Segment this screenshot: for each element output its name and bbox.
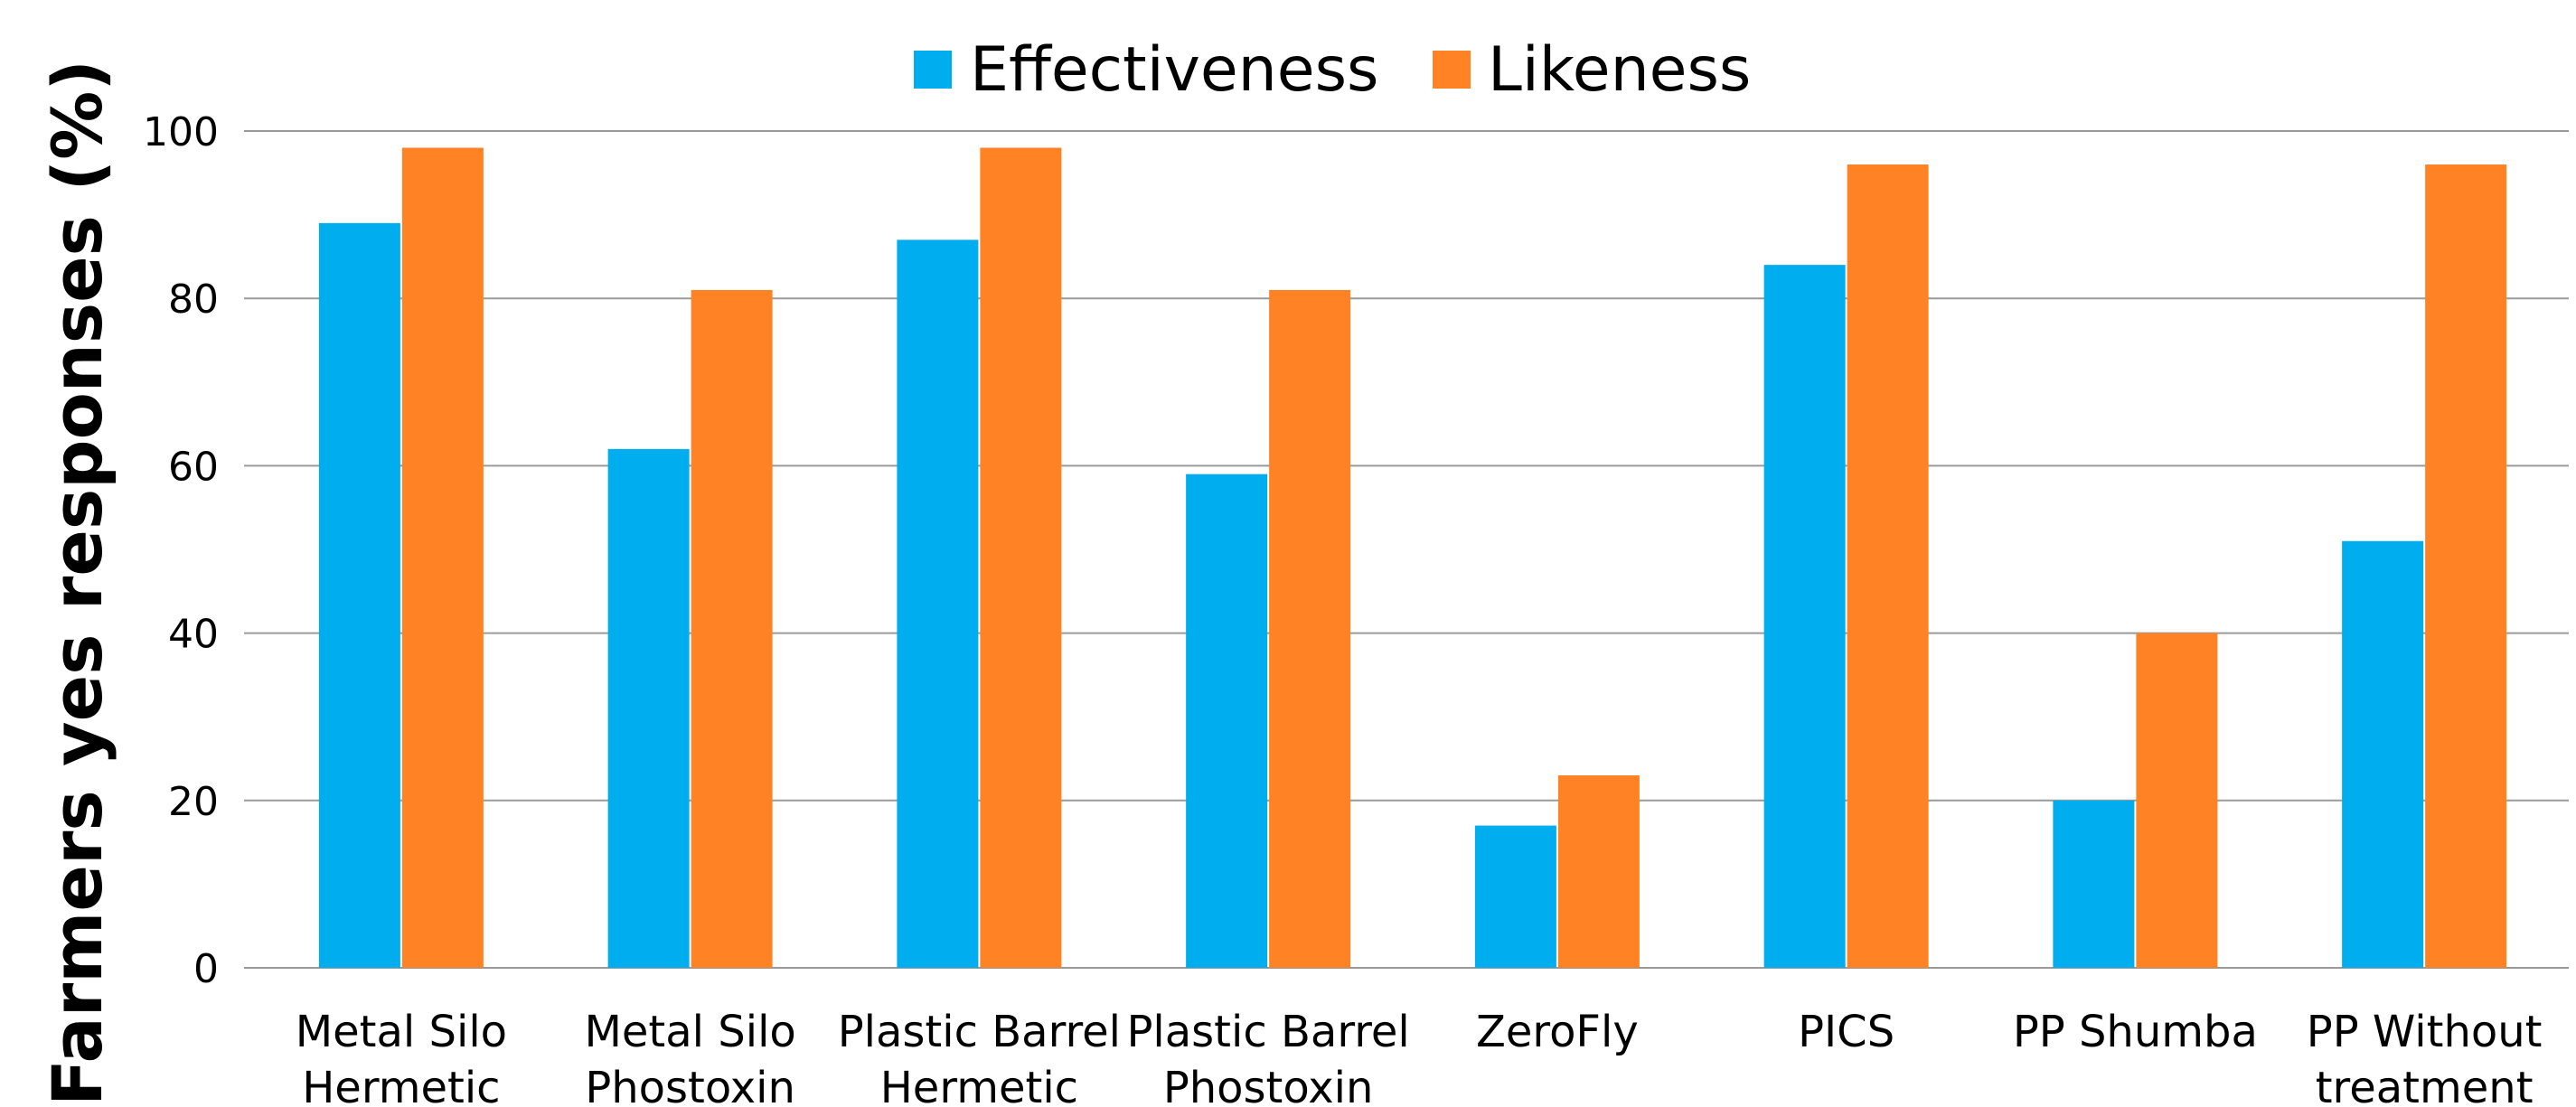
x-tick-label-line: ZeroFly: [1476, 1007, 1639, 1057]
x-tick-label-line: Metal Silo: [584, 1007, 795, 1057]
y-axis-label: Farmers yes responses (%): [37, 60, 118, 1106]
x-tick-label: ZeroFly: [1476, 1007, 1639, 1057]
bar-effectiveness-1: [318, 222, 400, 969]
y-tick-label: 20: [168, 779, 219, 825]
x-tick-label-line: Hermetic: [302, 1063, 500, 1107]
x-tick-label-line: treatment: [2316, 1063, 2534, 1107]
bar-effectiveness-5: [1474, 825, 1556, 968]
x-tick-label-line: Hermetic: [880, 1063, 1078, 1107]
y-tick-label: 60: [168, 444, 219, 490]
bar-likeness-7: [2136, 633, 2218, 968]
legend: Effectiveness Likeness: [914, 34, 1751, 106]
gridlines: [244, 130, 2569, 969]
x-tick-label: Metal Silo Hermetic: [296, 1007, 507, 1107]
x-tick-label: PP Shumba: [2013, 1007, 2258, 1057]
legend-swatch-effectiveness: [914, 51, 952, 89]
bar-effectiveness-4: [1186, 474, 1268, 968]
bar-likeness-1: [401, 147, 484, 968]
bar-effectiveness-6: [1763, 265, 1846, 968]
x-tick-label-line: PP Without: [2307, 1007, 2543, 1057]
x-tick-label-line: PP Shumba: [2013, 1007, 2258, 1057]
x-tick-label: Plastic Barrel Phostoxin: [1126, 1007, 1409, 1107]
bar-effectiveness-2: [607, 448, 690, 968]
legend-label-likeness: Likeness: [1488, 34, 1751, 106]
y-tick-label: 80: [168, 277, 219, 323]
bar-effectiveness-8: [2342, 540, 2424, 968]
x-tick-label-line: Plastic Barrel: [1126, 1007, 1409, 1057]
x-tick-label-line: Phostoxin: [1163, 1063, 1374, 1107]
bar-likeness-8: [2425, 164, 2507, 969]
bar-likeness-4: [1269, 289, 1351, 968]
bars: [318, 147, 2507, 969]
bar-likeness-5: [1557, 775, 1640, 968]
x-tick-label-line: Plastic Barrel: [838, 1007, 1121, 1057]
y-tick-label: 100: [143, 109, 219, 155]
x-tick-label: PICS: [1798, 1007, 1894, 1057]
y-tick-label: 0: [193, 946, 219, 992]
bar-likeness-2: [691, 289, 773, 968]
x-tick-label: PP Without treatment: [2307, 1007, 2543, 1107]
x-tick-label-line: PICS: [1798, 1007, 1894, 1057]
y-tick-labels: 0 20 40 60 80 100: [143, 109, 219, 992]
legend-label-effectiveness: Effectiveness: [970, 34, 1378, 106]
y-tick-label: 40: [168, 612, 219, 658]
x-tick-label: Metal Silo Phostoxin: [584, 1007, 795, 1107]
bar-effectiveness-3: [897, 239, 979, 968]
legend-swatch-likeness: [1433, 51, 1471, 89]
x-tick-label-line: Phostoxin: [585, 1063, 795, 1107]
x-tick-label: Plastic Barrel Hermetic: [838, 1007, 1121, 1107]
x-tick-label-line: Metal Silo: [296, 1007, 507, 1057]
bar-likeness-3: [980, 147, 1062, 968]
bar-effectiveness-7: [2053, 800, 2135, 968]
bar-likeness-6: [1847, 164, 1929, 969]
